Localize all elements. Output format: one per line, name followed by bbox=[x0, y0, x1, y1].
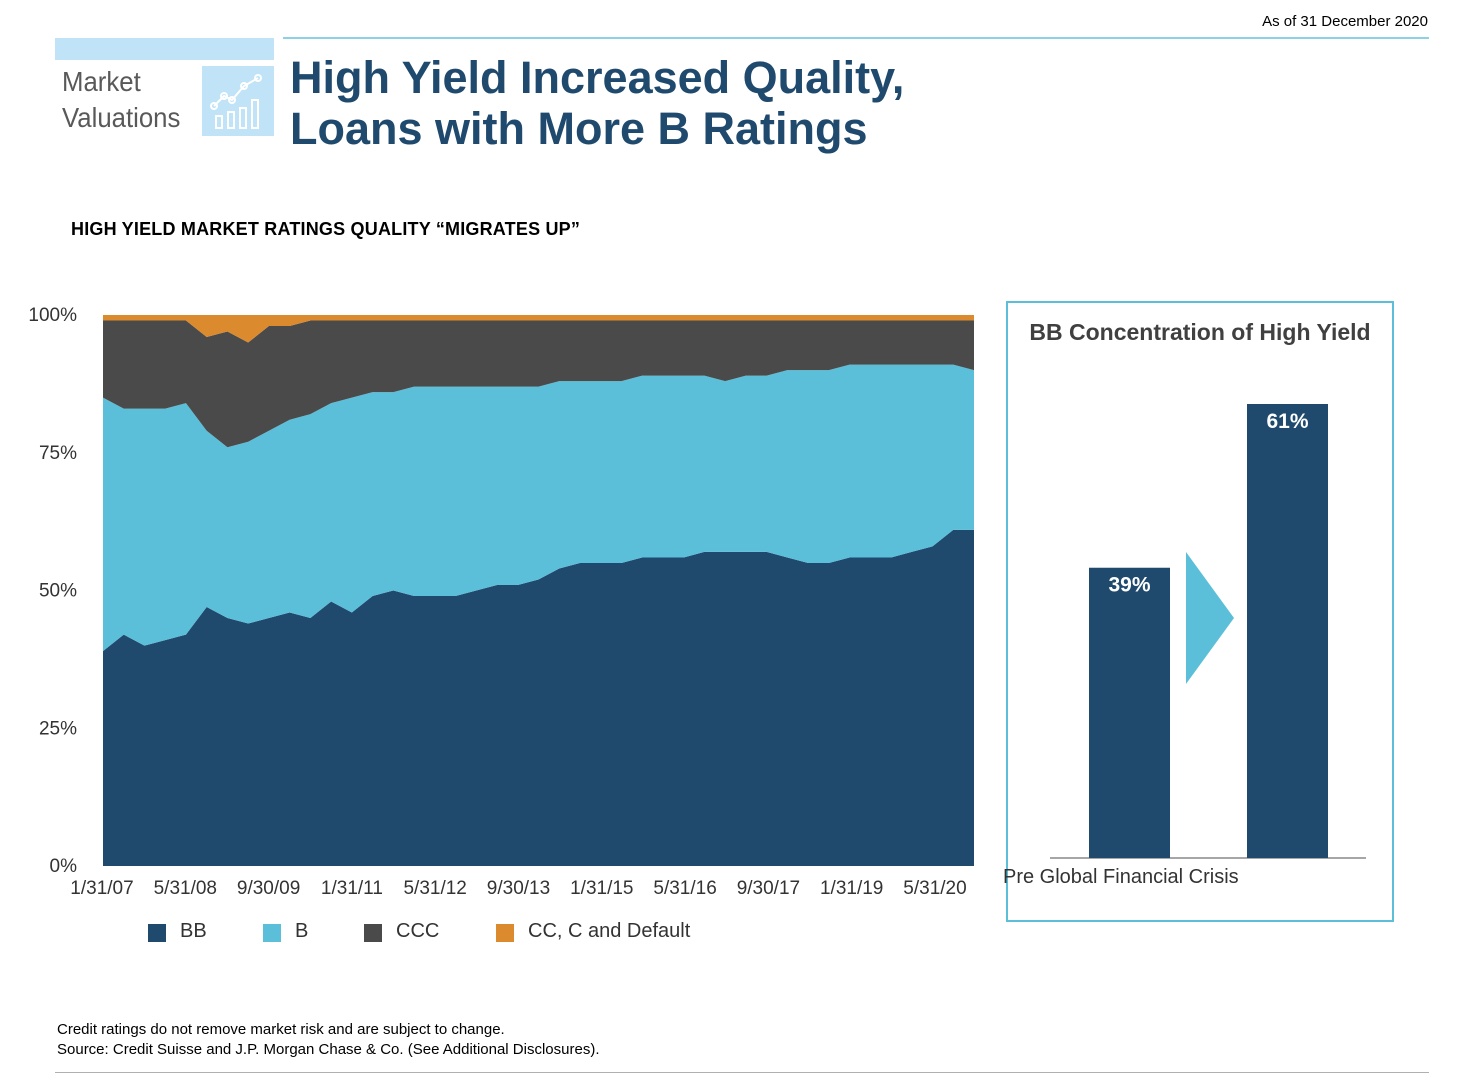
chart-subtitle: HIGH YIELD MARKET RATINGS QUALITY “MIGRA… bbox=[71, 219, 581, 239]
header-rule bbox=[283, 37, 1429, 39]
y-tick-label: 100% bbox=[28, 305, 77, 326]
arrow-right-icon bbox=[1186, 552, 1234, 684]
y-tick-label: 0% bbox=[50, 856, 78, 877]
x-tick-label: 9/30/17 bbox=[737, 878, 800, 899]
as-of-date: As of 31 December 2020 bbox=[1262, 13, 1428, 30]
x-tick-label: 5/31/12 bbox=[403, 878, 466, 899]
section-label: Market Valuations bbox=[62, 66, 181, 133]
legend-swatch-bb bbox=[148, 924, 166, 942]
y-tick-label: 75% bbox=[39, 443, 77, 464]
footnote-disclaimer: Credit ratings do not remove market risk… bbox=[57, 1021, 505, 1038]
legend-swatch-cc-c-default bbox=[496, 924, 514, 942]
bar-pre-crisis bbox=[1089, 567, 1170, 858]
x-tick-label: 1/31/19 bbox=[820, 878, 883, 899]
bar-current bbox=[1247, 404, 1328, 858]
footnote-source: Source: Credit Suisse and J.P. Morgan Ch… bbox=[57, 1041, 600, 1058]
legend-label-cc-c-default: CC, C and Default bbox=[528, 920, 691, 942]
x-tick-label: 5/31/20 bbox=[903, 878, 966, 899]
legend-label-b: B bbox=[295, 920, 309, 942]
x-tick-label: 1/31/15 bbox=[570, 878, 633, 899]
bar-category-label: Pre Global Financial Crisis bbox=[1003, 866, 1239, 888]
legend-swatch-b bbox=[263, 924, 281, 942]
bar-value-label: 39% bbox=[1108, 574, 1150, 597]
bb-concentration-title: BB Concentration of High Yield bbox=[1029, 319, 1371, 345]
stacked-area-chart: 0% 25% 50% 75% 100% 1/31/07 5/31/08 9/30/09 1/31… bbox=[28, 305, 974, 899]
x-tick-label: 5/31/16 bbox=[653, 878, 716, 899]
x-tick-label: 5/31/08 bbox=[154, 878, 217, 899]
chart-growth-icon bbox=[202, 66, 274, 136]
section-band bbox=[55, 38, 274, 60]
x-tick-label: 9/30/13 bbox=[487, 878, 550, 899]
x-tick-label: 1/31/11 bbox=[321, 878, 383, 899]
bb-concentration-panel: BB Concentration of High Yield 39% 61% bbox=[1006, 301, 1394, 922]
footer-rule bbox=[55, 1072, 1429, 1073]
y-tick-label: 25% bbox=[39, 718, 77, 739]
bb-concentration-bar-chart: 39% 61% bbox=[1050, 404, 1366, 859]
legend-swatch-ccc bbox=[364, 924, 382, 942]
footnote: Credit ratings do not remove market risk… bbox=[57, 1020, 600, 1060]
legend-label-ccc: CCC bbox=[396, 920, 440, 942]
x-tick-label: 9/30/09 bbox=[237, 878, 300, 899]
y-tick-label: 50% bbox=[39, 581, 77, 602]
page-title: High Yield Increased Quality, Loans with… bbox=[290, 52, 905, 154]
x-tick-label: 1/31/07 bbox=[70, 878, 133, 899]
bar-value-label: 61% bbox=[1266, 410, 1308, 433]
area-series-b bbox=[103, 364, 974, 652]
area-series-bb bbox=[103, 529, 974, 866]
area-series-ccc bbox=[103, 320, 974, 448]
legend-label-bb: BB bbox=[180, 920, 207, 942]
